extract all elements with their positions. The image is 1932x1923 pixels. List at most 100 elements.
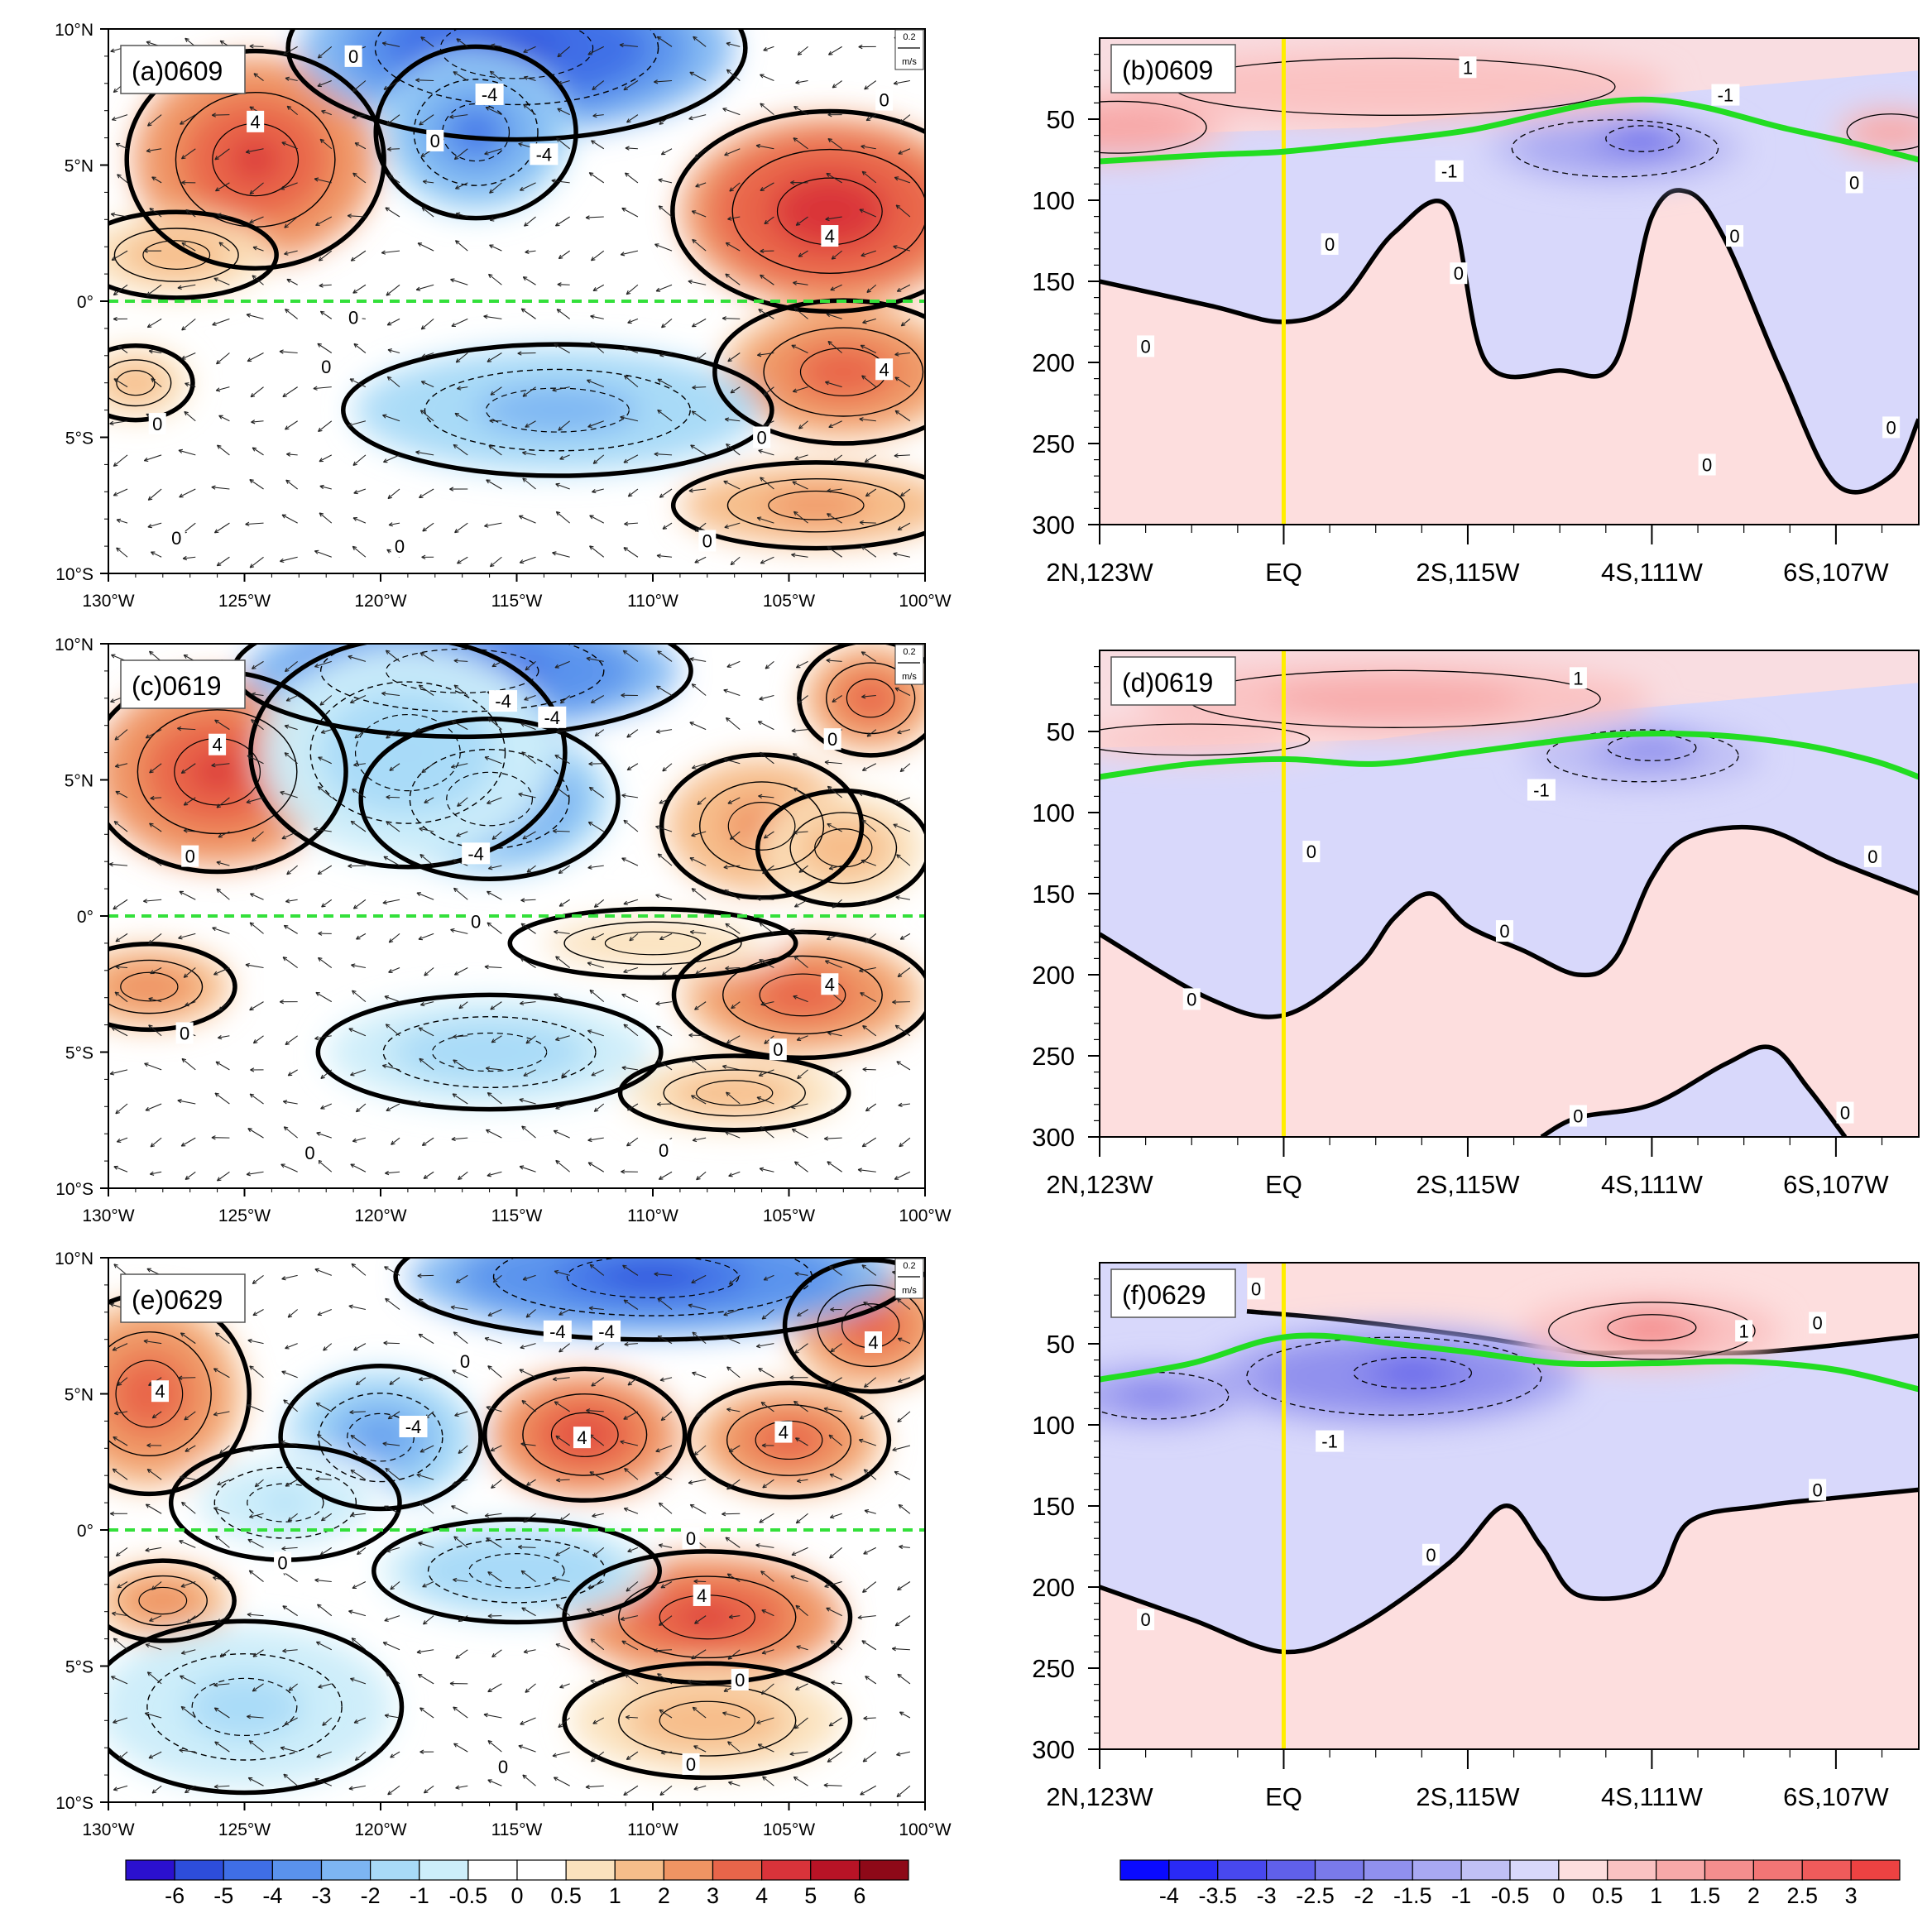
y-tick-label: 5°S xyxy=(65,1658,93,1677)
wind-vector xyxy=(520,1570,536,1582)
contour-line xyxy=(1100,723,1311,756)
wind-vector xyxy=(689,857,707,866)
contour-label: 0 xyxy=(1251,1278,1261,1299)
panel-label: (a)0609 xyxy=(132,56,223,86)
contour-label-box xyxy=(1809,1312,1827,1334)
wind-vector-head xyxy=(897,1337,903,1342)
wind-vector-head xyxy=(285,76,290,81)
wind-vector xyxy=(525,250,536,253)
wind-vector-head xyxy=(756,516,762,521)
colorbar-label: 1.5 xyxy=(1690,1883,1721,1908)
wind-vector-head xyxy=(110,48,115,53)
wind-vector xyxy=(386,114,400,125)
wind-vector-head xyxy=(115,965,120,970)
wind-vector-head xyxy=(317,957,323,962)
wind-vector-head xyxy=(350,1163,355,1168)
wind-vector-head xyxy=(764,1039,769,1044)
colorbar-label: 4 xyxy=(755,1883,768,1908)
field-cell xyxy=(856,687,885,709)
wind-vector-head xyxy=(864,1383,869,1388)
wind-vector-head xyxy=(520,308,526,313)
colorbar-cell xyxy=(1119,1859,1170,1881)
wind-vector-head xyxy=(760,1001,765,1006)
wind-vector xyxy=(458,1171,468,1180)
x-tick-label: 100°W xyxy=(899,592,951,611)
wind-vector xyxy=(452,1093,468,1105)
wind-vector xyxy=(319,454,333,463)
wind-vector-head xyxy=(384,1714,390,1719)
wind-vector xyxy=(181,1058,196,1071)
wind-vector-head xyxy=(765,664,770,669)
wind-vector-head xyxy=(215,387,221,392)
wind-vector-head xyxy=(659,1621,664,1626)
wind-vector-head xyxy=(655,894,660,899)
wind-vector-head xyxy=(252,1279,257,1285)
x-tick-label: 105°W xyxy=(763,592,815,611)
wind-vector-head xyxy=(657,1297,662,1302)
wind-vector-head xyxy=(858,1438,864,1443)
wind-vector-head xyxy=(657,409,662,415)
wind-vector xyxy=(218,1001,230,1011)
wind-vector-head xyxy=(798,868,803,873)
wind-vector xyxy=(722,1336,741,1345)
wind-vector-head xyxy=(587,50,592,55)
wind-vector-head xyxy=(180,1650,186,1655)
wind-vector xyxy=(523,1069,536,1077)
zero-contour xyxy=(1100,188,1919,495)
wind-vector xyxy=(149,763,162,774)
wind-vector-head xyxy=(386,549,391,554)
wind-vector-head xyxy=(183,655,189,659)
wind-vector xyxy=(457,556,468,564)
wind-vector xyxy=(655,1001,673,1005)
wind-vector xyxy=(857,1615,876,1618)
wind-vector xyxy=(899,114,911,124)
wind-vector-head xyxy=(693,1579,698,1584)
wind-vector xyxy=(213,1368,230,1379)
wind-vector xyxy=(281,1547,298,1550)
wind-vector-head xyxy=(352,789,357,794)
wind-vector xyxy=(491,831,502,840)
y-tick-label: 50 xyxy=(1047,105,1075,134)
wind-vector-head xyxy=(758,309,763,314)
wind-vector xyxy=(692,1706,707,1719)
wind-vector xyxy=(484,148,502,155)
contour-line xyxy=(319,644,605,712)
wind-vector-head xyxy=(763,1276,769,1281)
wind-vector xyxy=(180,1675,196,1685)
wind-vector-head xyxy=(453,658,458,664)
contour-line xyxy=(347,1412,415,1462)
wind-vector xyxy=(490,386,502,396)
wind-vector-head xyxy=(559,455,564,460)
wind-vector xyxy=(793,1776,808,1786)
contour-line xyxy=(137,709,298,835)
contour-label: 0 xyxy=(498,1757,508,1777)
wind-vector xyxy=(146,284,162,296)
wind-vector xyxy=(827,340,843,353)
wind-vector-head xyxy=(659,493,664,498)
wind-vector xyxy=(828,1265,842,1276)
wind-vector-head xyxy=(455,358,461,363)
wind-vector xyxy=(827,138,842,150)
wind-vector-head xyxy=(115,1110,120,1115)
wind-vector xyxy=(387,349,400,354)
wind-vector-head xyxy=(863,1550,868,1555)
wind-vector-head xyxy=(317,1604,322,1609)
contour-label: 0 xyxy=(1140,336,1150,357)
wind-vector xyxy=(894,79,911,84)
wind-vector-head xyxy=(759,922,764,927)
contour-line xyxy=(113,228,239,282)
wind-vector xyxy=(696,352,707,361)
wind-vector xyxy=(356,933,367,940)
field-cell xyxy=(1131,1388,1178,1403)
wind-vector-head xyxy=(726,41,731,46)
wind-vector xyxy=(245,964,264,969)
wind-vector xyxy=(214,1092,230,1105)
wind-vector-head xyxy=(247,1538,252,1543)
wind-vector-head xyxy=(659,936,664,940)
wind-vector xyxy=(863,1547,877,1555)
wind-vector xyxy=(181,148,196,160)
wind-vector xyxy=(655,826,673,832)
wind-vector xyxy=(247,1404,264,1412)
wind-vector-head xyxy=(622,1264,627,1269)
